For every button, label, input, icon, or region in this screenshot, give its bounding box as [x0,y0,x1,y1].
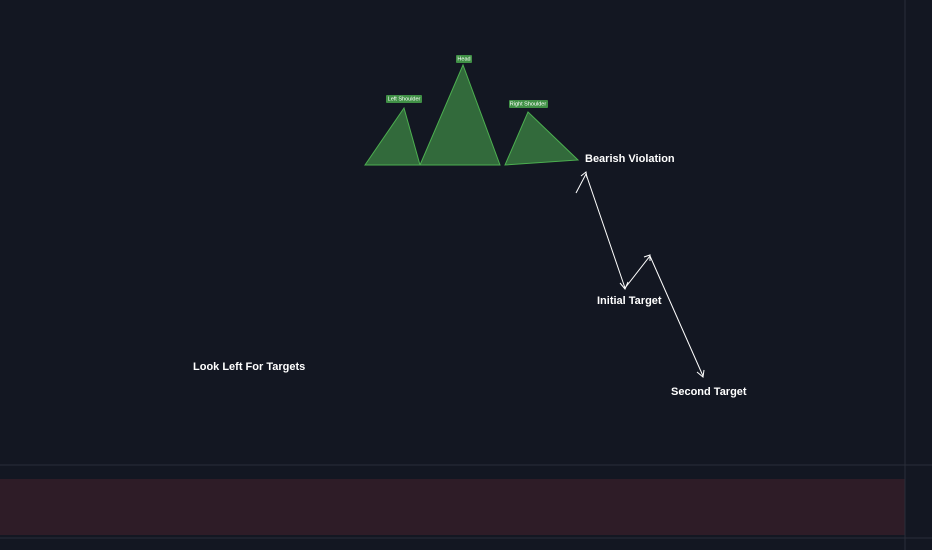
label-box [456,55,472,63]
bearish-label: Bearish Violation [585,153,675,165]
label-box [386,95,422,103]
arrow-head [696,369,705,378]
labels: Head Left Shoulder Right Shoulder Bearis… [193,55,747,398]
arrow-head [580,171,588,179]
pattern [364,63,580,166]
head-shape [419,63,501,166]
label-box [509,100,548,108]
look-left-label: Look Left For Targets [193,361,305,373]
arrow-head [619,281,629,290]
arrow-head [643,254,651,261]
head-label: Head [457,56,470,62]
second-target-label: Second Target [671,386,747,398]
rsi-band [0,479,905,535]
left-shoulder-shape [364,106,421,166]
arrows [575,171,705,378]
right-shoulder-label: Right Shoulder [510,101,547,107]
left-shoulder-label: Left Shoulder [388,96,421,102]
initial-target-label: Initial Target [597,295,662,307]
right-shoulder-shape [504,111,580,166]
